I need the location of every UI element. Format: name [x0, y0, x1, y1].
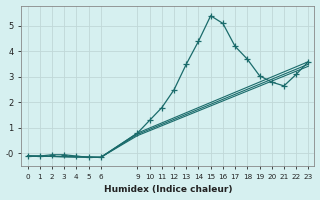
X-axis label: Humidex (Indice chaleur): Humidex (Indice chaleur): [104, 185, 232, 194]
